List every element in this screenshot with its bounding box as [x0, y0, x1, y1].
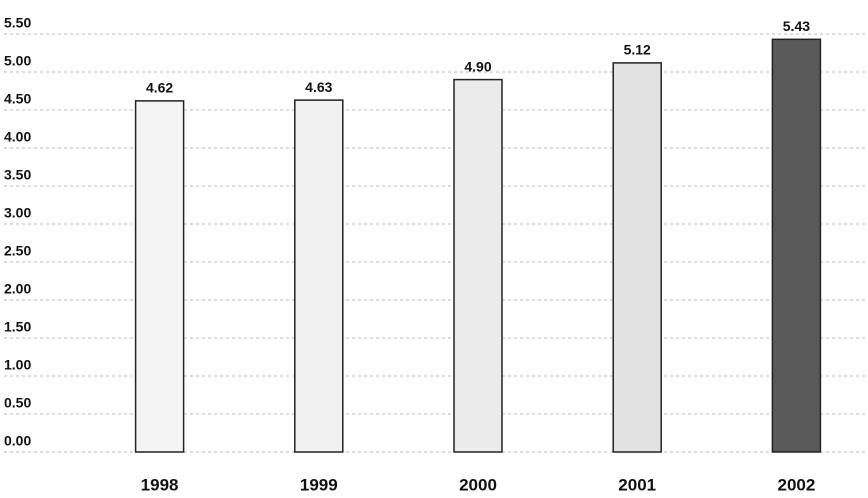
y-tick-label: 2.50	[4, 243, 31, 259]
y-tick-label: 5.00	[4, 53, 31, 69]
bar	[454, 80, 502, 452]
value-label: 4.90	[464, 58, 491, 74]
y-tick-label: 3.00	[4, 205, 31, 221]
bar	[613, 63, 661, 452]
x-tick-label: 1999	[300, 475, 338, 494]
y-tick-label: 4.00	[4, 129, 31, 145]
bar	[295, 100, 343, 452]
y-tick-label: 4.50	[4, 91, 31, 107]
y-tick-label: 5.50	[4, 15, 31, 31]
bar	[136, 101, 184, 452]
y-tick-label: 1.00	[4, 357, 31, 373]
x-tick-label: 2002	[777, 475, 815, 494]
y-tick-label: 0.00	[4, 433, 31, 449]
value-label: 4.62	[146, 80, 173, 96]
y-tick-label: 2.00	[4, 281, 31, 297]
value-label: 5.43	[783, 18, 810, 34]
y-tick-label: 1.50	[4, 319, 31, 335]
value-label: 5.12	[624, 42, 651, 58]
chart: 0.00 0.50 1.00 1.50 2.00 2.50 3.00 3.50 4.00 4.50…	[0, 0, 868, 498]
y-tick-label: 0.50	[4, 395, 31, 411]
x-tick-label: 2001	[618, 475, 656, 494]
x-tick-label: 1998	[141, 475, 179, 494]
x-tick-label: 2000	[459, 475, 497, 494]
y-tick-label: 3.50	[4, 167, 31, 183]
page: {"chart_data": {"type": "bar", "categori…	[0, 0, 868, 498]
bar	[772, 39, 820, 452]
value-label: 4.63	[305, 79, 332, 95]
